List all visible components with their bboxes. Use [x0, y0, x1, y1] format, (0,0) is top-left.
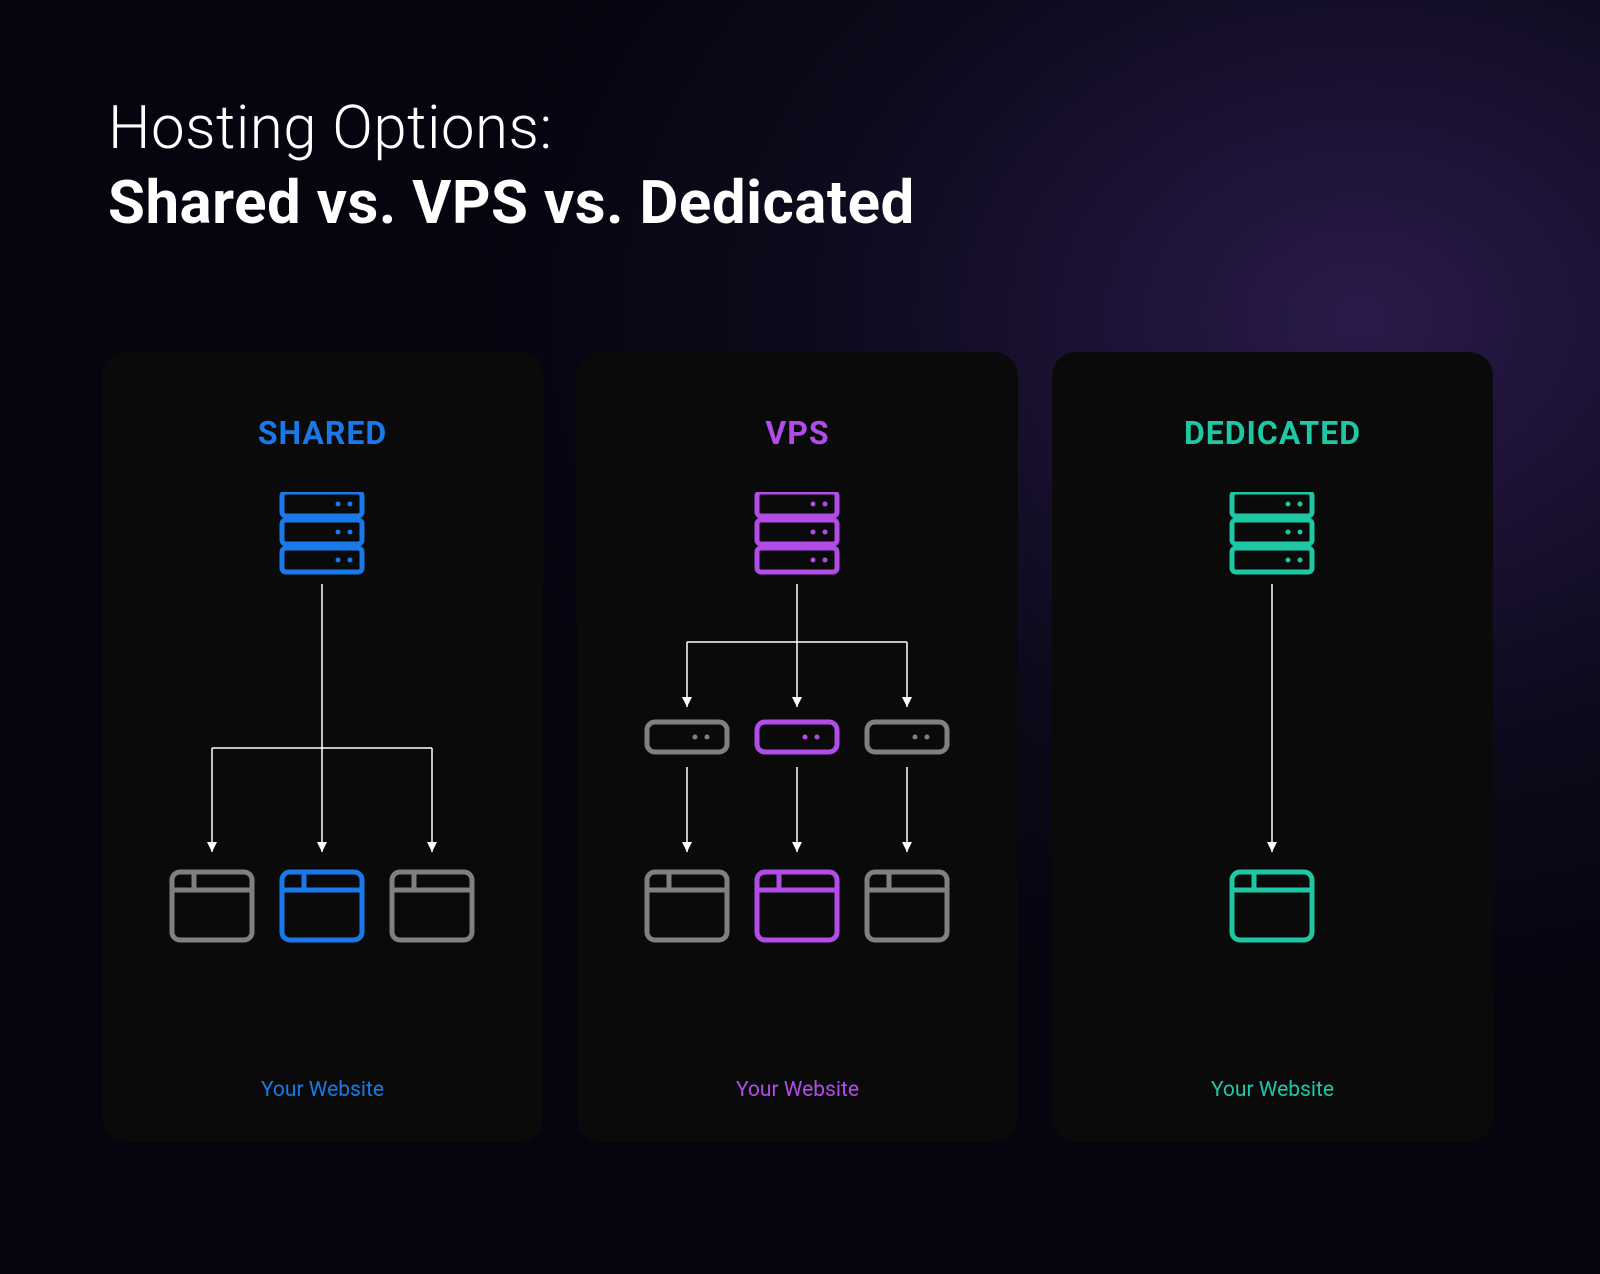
vps-icon-highlighted [757, 722, 837, 752]
page-title-block: Hosting Options: Shared vs. VPS vs. Dedi… [108, 92, 915, 238]
site-icon-highlighted [1232, 872, 1312, 940]
panels-row: SHARED [102, 352, 1493, 1142]
server-icon [282, 492, 362, 572]
panel-vps-caption: Your Website [577, 1078, 1018, 1102]
title-line1: Hosting Options: [108, 92, 915, 163]
connector [682, 767, 912, 852]
panel-dedicated-diagram [1052, 492, 1493, 1112]
panel-shared-diagram [102, 492, 543, 1112]
site-icon-highlighted [757, 872, 837, 940]
site-icon [867, 872, 947, 940]
vps-icon [867, 722, 947, 752]
site-icon [647, 872, 727, 940]
connector [1267, 584, 1277, 852]
server-icon [757, 492, 837, 572]
site-icon-highlighted [282, 872, 362, 940]
connector [207, 584, 437, 852]
title-line2: Shared vs. VPS vs. Dedicated [108, 167, 915, 238]
connector [682, 584, 912, 707]
panel-shared-caption: Your Website [102, 1078, 543, 1102]
panel-shared: SHARED [102, 352, 543, 1142]
vps-icon [647, 722, 727, 752]
site-icon [392, 872, 472, 940]
panel-vps-diagram [577, 492, 1018, 1112]
panel-shared-title: SHARED [102, 414, 543, 452]
panel-dedicated-title: DEDICATED [1052, 414, 1493, 452]
panel-vps-title: VPS [577, 414, 1018, 452]
panel-dedicated-caption: Your Website [1052, 1078, 1493, 1102]
site-icon [172, 872, 252, 940]
server-icon [1232, 492, 1312, 572]
panel-dedicated: DEDICATED [1052, 352, 1493, 1142]
panel-vps: VPS [577, 352, 1018, 1142]
